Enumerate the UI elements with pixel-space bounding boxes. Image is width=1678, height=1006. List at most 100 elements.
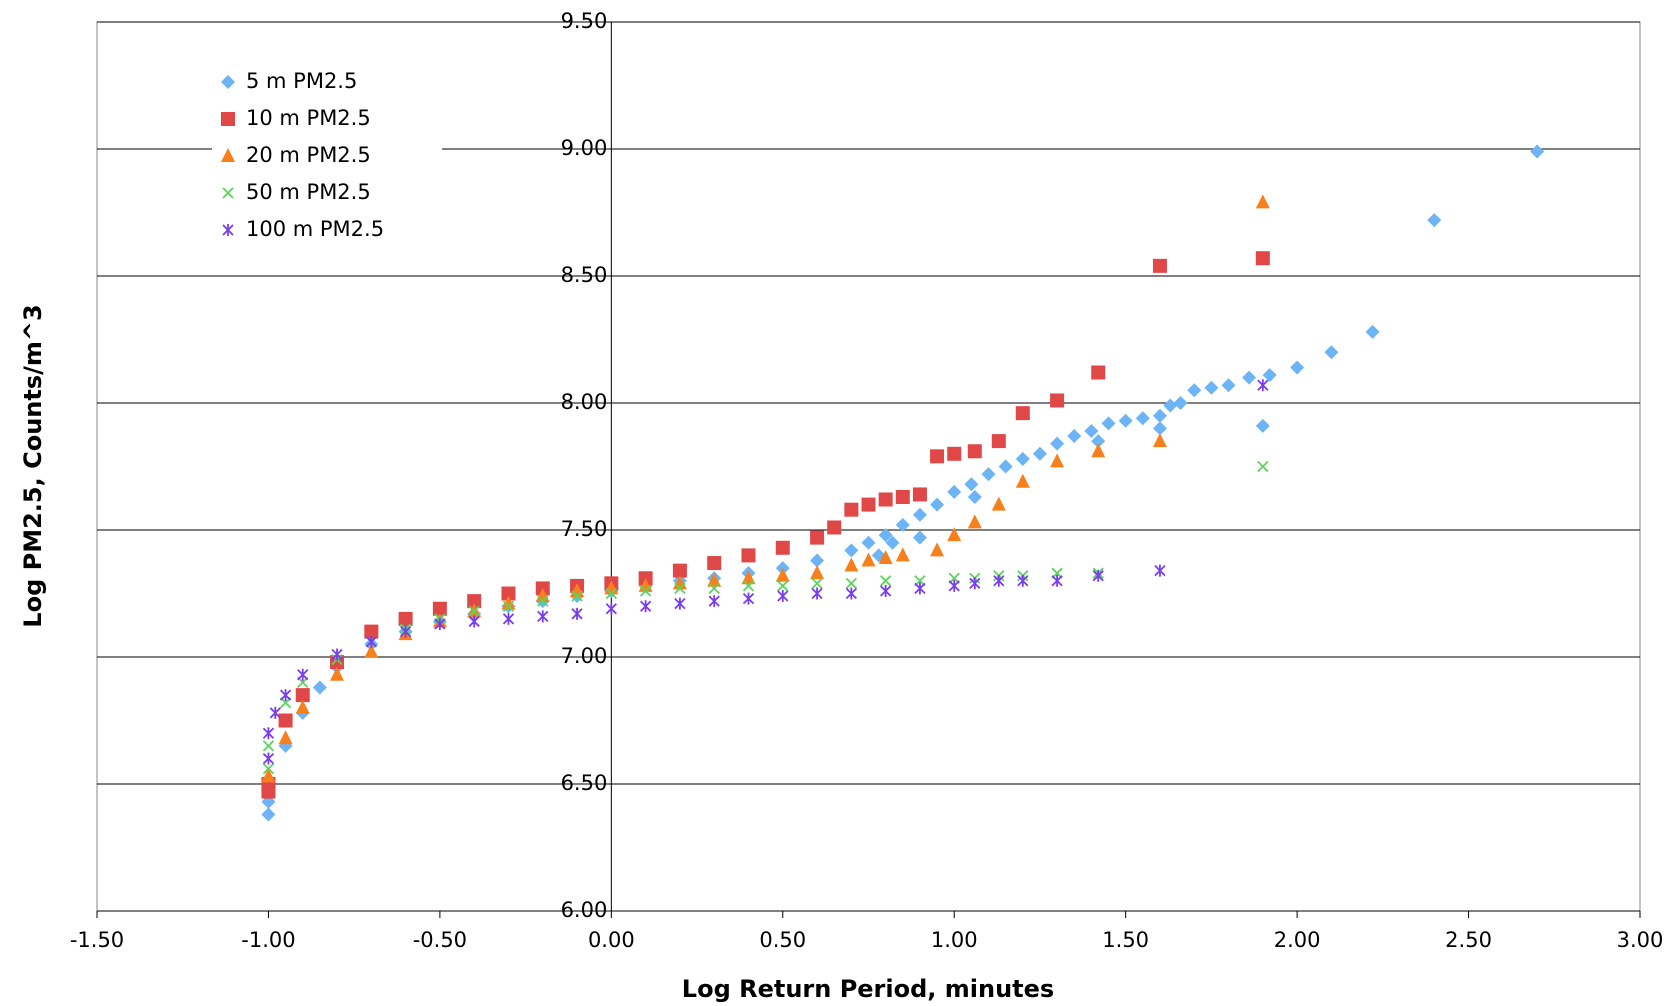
point	[261, 807, 276, 822]
point	[947, 446, 962, 461]
point	[1427, 213, 1442, 228]
point	[467, 594, 482, 609]
point	[969, 577, 981, 590]
point	[930, 497, 945, 512]
x-tick-label: -1.50	[70, 928, 124, 952]
point	[912, 487, 927, 502]
point	[930, 542, 945, 557]
point	[861, 497, 876, 512]
point	[930, 449, 945, 464]
point	[674, 582, 686, 595]
point	[775, 540, 790, 555]
x-tick-label: 3.00	[1617, 928, 1664, 952]
point	[1015, 406, 1030, 421]
x-tick-label: 2.00	[1274, 928, 1321, 952]
point	[672, 563, 687, 578]
point	[364, 624, 379, 639]
legend-label: 50 m PM2.5	[246, 180, 371, 204]
point	[967, 514, 982, 529]
point	[981, 467, 996, 482]
point	[1017, 574, 1029, 587]
point	[1050, 436, 1065, 451]
legend: 5 m PM2.5 10 m PM2.5 20 m PM2.5 50 m PM2.5 1…	[212, 62, 442, 250]
point	[468, 605, 480, 617]
point	[278, 730, 293, 745]
y-tick-label: 7.50	[561, 517, 608, 541]
legend-marker	[221, 75, 235, 89]
legend-marker	[221, 148, 235, 162]
point	[912, 507, 927, 522]
point	[810, 530, 825, 545]
point	[912, 530, 927, 545]
x-tick-label: 1.50	[1102, 928, 1149, 952]
point	[537, 595, 549, 607]
point	[364, 643, 379, 658]
y-tick-label: 8.50	[561, 263, 608, 287]
legend-box	[212, 62, 442, 250]
x-tick-label: 1.00	[931, 928, 978, 952]
point	[1221, 378, 1236, 393]
point	[777, 590, 789, 603]
point	[845, 587, 857, 600]
x-tick-label: 0.00	[588, 928, 635, 952]
point	[502, 612, 515, 625]
y-tick-label: 6.50	[561, 771, 608, 795]
point	[674, 597, 686, 610]
x-tick-label: -0.50	[413, 928, 467, 952]
point	[1173, 396, 1188, 410]
point	[998, 459, 1013, 474]
point	[1152, 421, 1167, 436]
legend-marker	[222, 224, 234, 236]
point	[1050, 453, 1065, 468]
point	[741, 570, 756, 585]
x-axis-title: Log Return Period, minutes	[682, 975, 1054, 1003]
point	[1262, 368, 1277, 383]
point	[399, 625, 412, 638]
point	[1187, 383, 1202, 398]
point	[432, 601, 447, 616]
legend-label: 5 m PM2.5	[246, 69, 357, 93]
y-tick-label: 7.00	[561, 644, 608, 668]
point	[885, 535, 900, 550]
point	[844, 557, 859, 572]
point	[880, 584, 892, 597]
point	[861, 552, 876, 567]
point	[1530, 144, 1545, 159]
point	[262, 727, 275, 740]
point	[810, 565, 825, 580]
point	[398, 611, 413, 626]
point	[330, 666, 345, 681]
point	[811, 577, 823, 589]
point	[295, 699, 310, 714]
point	[708, 582, 720, 595]
point	[895, 517, 910, 532]
point	[1290, 360, 1305, 375]
point	[967, 489, 982, 504]
point	[845, 577, 857, 589]
legend-label: 100 m PM2.5	[246, 217, 384, 241]
legend-label: 10 m PM2.5	[246, 106, 371, 130]
point	[742, 580, 755, 592]
point	[964, 477, 979, 492]
point	[1091, 443, 1106, 458]
point	[1101, 416, 1116, 431]
point	[278, 713, 293, 728]
point	[501, 586, 516, 601]
point	[1091, 365, 1106, 380]
point	[967, 444, 982, 459]
legend-label: 20 m PM2.5	[246, 143, 371, 167]
point	[947, 527, 962, 542]
point	[1084, 423, 1099, 438]
point	[269, 706, 281, 719]
point	[878, 549, 893, 564]
point	[741, 548, 756, 563]
point	[1257, 460, 1269, 473]
point	[810, 553, 825, 568]
y-tick-label: 9.00	[561, 136, 608, 160]
point	[434, 617, 446, 630]
x-tick-label: 2.50	[1445, 928, 1492, 952]
point	[605, 602, 617, 615]
point	[1257, 379, 1269, 392]
point	[861, 535, 876, 550]
